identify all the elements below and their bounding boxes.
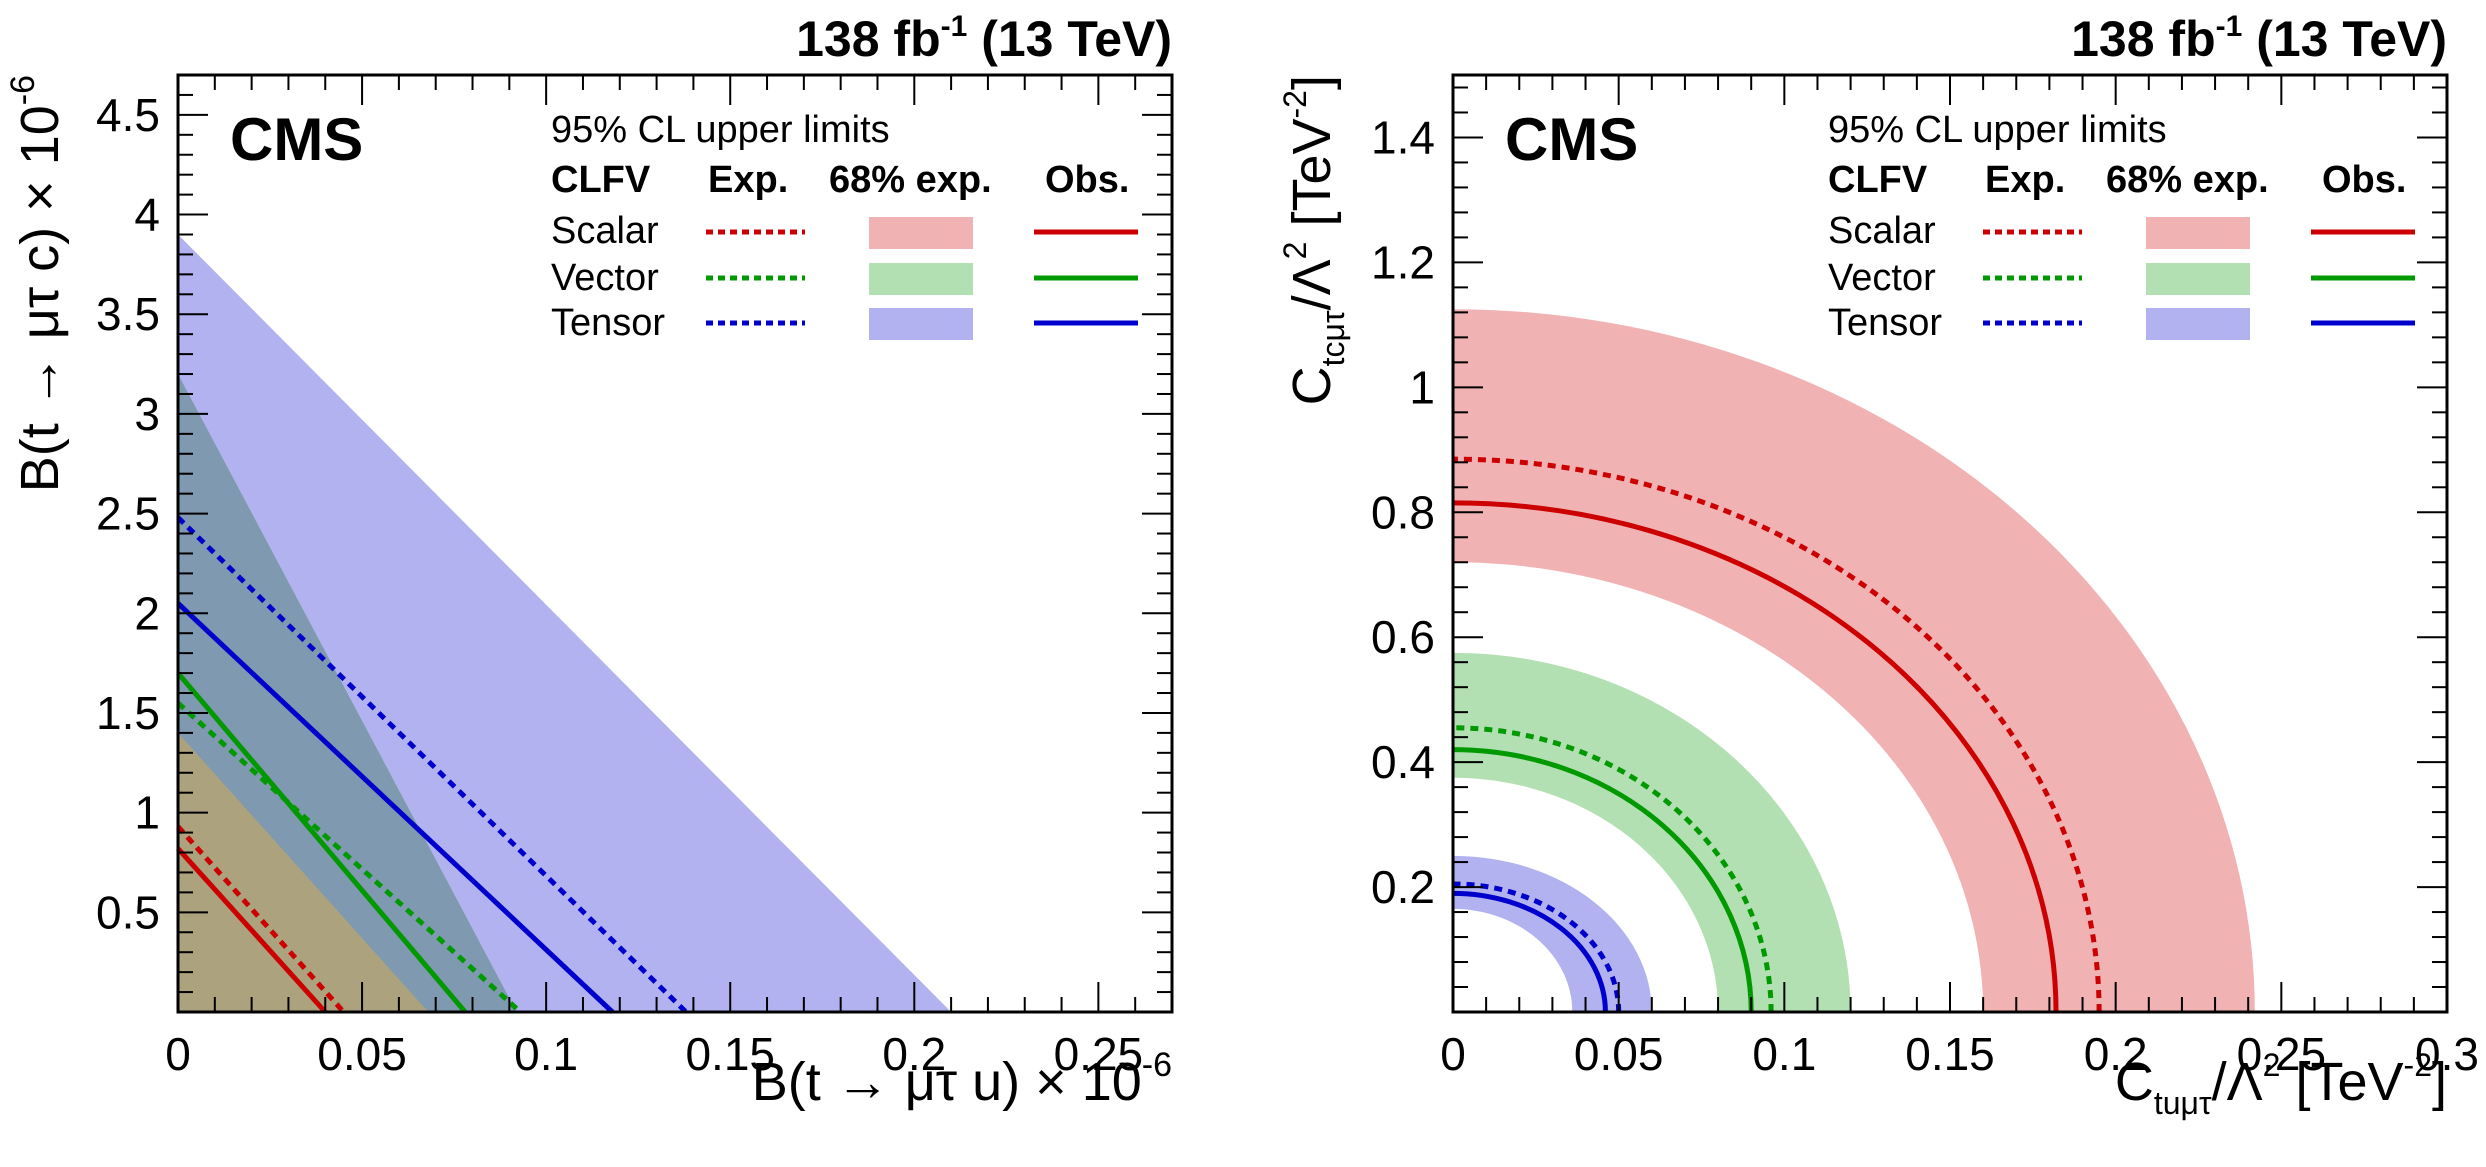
legend-col-clfv: CLFV: [551, 159, 651, 201]
x-tick-label: 0.05: [1574, 1028, 1664, 1080]
y-tick-label: 0.2: [1371, 861, 1435, 913]
legend-title: 95% CL upper limits: [551, 109, 890, 151]
left-lumi-label: 138 fb-1 (13 TeV): [796, 10, 1172, 67]
y-tick-label: 3: [134, 388, 160, 440]
legend-col-clfv: CLFV: [1828, 159, 1928, 201]
y-tick-label: 0.5: [96, 886, 160, 938]
x-tick-label: 0: [1440, 1028, 1466, 1080]
y-tick-label: 2: [134, 587, 160, 639]
legend-col-exp: Exp.: [708, 159, 788, 201]
legend-scalar-band: [2146, 217, 2250, 249]
y-tick-label: 2.5: [96, 488, 160, 540]
expected-limit-tensor: [176, 515, 688, 1014]
legend-row-scalar: Scalar: [551, 210, 659, 252]
y-tick-label: 1.4: [1371, 111, 1435, 163]
right-ticks: [1452, 75, 2448, 1013]
left-y-axis-label: B(t → μτ c) × 10-6: [4, 75, 70, 492]
y-tick-label: 4: [134, 189, 160, 241]
expected-limit-vector: [1452, 725, 1774, 1013]
observed-limit-scalar: [176, 846, 328, 1014]
overlap-vector-scalar: [178, 732, 429, 1012]
legend-title: 95% CL upper limits: [1828, 109, 2167, 151]
legend-scalar-band: [869, 217, 973, 249]
left-limit-lines: [176, 515, 688, 1014]
left-ticks: [177, 74, 1173, 1013]
legend-row-scalar: Scalar: [1828, 210, 1936, 252]
x-tick-label: 0.2: [2084, 1028, 2148, 1080]
left-axes-box: [176, 73, 1174, 1014]
observed-limit-scalar: [1452, 500, 2059, 1013]
x-tick-label: 0.25: [1054, 1028, 1144, 1080]
x-tick-label: 0.2: [882, 1028, 946, 1080]
right-cms-label: CMS: [1505, 106, 1638, 173]
legend-row-vector: Vector: [551, 257, 659, 299]
x-tick-label: 0: [165, 1028, 191, 1080]
x-tick-label: 0.1: [1752, 1028, 1816, 1080]
y-tick-label: 1: [134, 787, 160, 839]
x-tick-label: 0.15: [685, 1028, 775, 1080]
right-lumi-label: 138 fb-1 (13 TeV): [2071, 10, 2447, 67]
right-limit-lines: [1452, 456, 2102, 1013]
legend-row-tensor: Tensor: [551, 302, 665, 344]
band-tensor: [1453, 855, 1652, 1012]
legend-row-vector: Vector: [1828, 257, 1936, 299]
x-tick-label: 0.15: [1905, 1028, 1995, 1080]
y-tick-label: 3.5: [96, 288, 160, 340]
legend-tensor-band: [2146, 308, 2250, 340]
right-x-axis-label: Ctuμτ/Λ2 [TeV-2]: [2115, 1047, 2447, 1121]
y-tick-label: 4.5: [96, 89, 160, 141]
observed-limit-vector: [176, 671, 468, 1014]
legend-vector-band: [2146, 263, 2250, 295]
right-legend: 95% CL upper limits CLFV Exp. 68% exp. O…: [1828, 109, 2415, 344]
expected-limit-scalar: [1452, 456, 2102, 1013]
y-tick-label: 1: [1409, 361, 1435, 413]
y-tick-label: 0.6: [1371, 611, 1435, 663]
left-x-axis-label: B(t → μτ u) × 10-6: [752, 1046, 1172, 1112]
y-tick-label: 0.4: [1371, 736, 1435, 788]
expected-limit-tensor: [1452, 881, 1622, 1013]
y-tick-label: 1.5: [96, 687, 160, 739]
legend-col-obs: Obs.: [1045, 159, 1129, 201]
band-scalar: [1453, 309, 2255, 1012]
left-bands: [178, 234, 952, 1012]
left-cms-label: CMS: [230, 106, 363, 173]
left-tick-labels: 0 0.05 0.1 0.15 0.2 0.25 0.5 1 1.5 2 2.5 3 3.5 4 4.5: [96, 89, 1143, 1080]
observed-limit-tensor: [176, 601, 615, 1014]
left-panel: 0 0.05 0.1 0.15 0.2 0.25 0.5 1 1.5 2 2.5 3 3.5 4 4.5 C…: [4, 10, 1174, 1112]
legend-col-obs: Obs.: [2322, 159, 2406, 201]
x-tick-label: 0.1: [514, 1028, 578, 1080]
observed-limit-vector: [1452, 747, 1754, 1013]
band-vector: [1453, 652, 1851, 1012]
legend-tensor-band: [869, 308, 973, 340]
x-tick-label: 0.05: [317, 1028, 407, 1080]
right-tick-labels: 0 0.05 0.1 0.15 0.2 0.25 0.3 0.2 0.4 0.6 0.8 1 1.2 1.…: [1371, 111, 2479, 1080]
x-tick-label: 0.3: [2415, 1028, 2479, 1080]
expected-limit-vector: [176, 701, 523, 1014]
y-tick-label: 0.8: [1371, 486, 1435, 538]
right-y-axis-label: Ctcμτ/Λ2 [TeV-2]: [1277, 75, 1351, 405]
legend-col-band: 68% exp.: [829, 159, 992, 201]
observed-limit-tensor: [1452, 890, 1608, 1013]
legend-vector-band: [869, 263, 973, 295]
legend-col-exp: Exp.: [1985, 159, 2065, 201]
legend-row-tensor: Tensor: [1828, 302, 1942, 344]
right-bands: [1453, 309, 2255, 1012]
legend-col-band: 68% exp.: [2106, 159, 2269, 201]
x-tick-label: 0.25: [2237, 1028, 2327, 1080]
y-tick-label: 1.2: [1371, 236, 1435, 288]
right-panel: 0 0.05 0.1 0.15 0.2 0.25 0.3 0.2 0.4 0.6 0.8 1 1.2 1.…: [1277, 10, 2479, 1121]
left-legend: 95% CL upper limits CLFV Exp. 68% exp. O…: [551, 109, 1138, 344]
